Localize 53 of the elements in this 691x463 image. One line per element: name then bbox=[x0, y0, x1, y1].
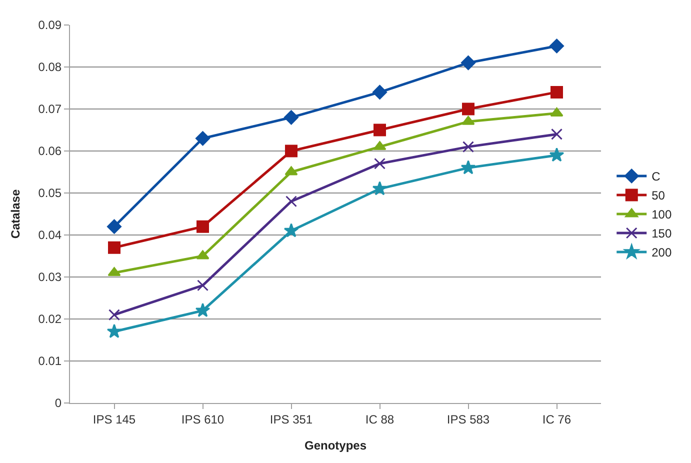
point bbox=[286, 196, 297, 208]
x-tick-label: IC 76 bbox=[542, 412, 572, 426]
point bbox=[108, 241, 120, 254]
y-tick-label: 0.04 bbox=[38, 228, 62, 242]
y-tick-label: 0.08 bbox=[38, 60, 62, 74]
point bbox=[461, 56, 476, 70]
legend-label: C bbox=[652, 170, 661, 184]
point bbox=[106, 324, 122, 338]
y-tick-label: 0.06 bbox=[38, 144, 62, 158]
point bbox=[372, 181, 388, 196]
point bbox=[374, 124, 386, 136]
point bbox=[549, 147, 564, 162]
point bbox=[550, 38, 564, 54]
y-tick-label: 0.05 bbox=[38, 186, 62, 200]
x-axis-title: Genotypes bbox=[304, 438, 367, 452]
point bbox=[462, 141, 474, 153]
point bbox=[462, 102, 474, 116]
y-tick-label: 0.03 bbox=[38, 270, 62, 284]
x-tick-label: IPS 610 bbox=[181, 412, 224, 426]
point bbox=[196, 131, 210, 146]
point bbox=[373, 141, 386, 150]
point bbox=[284, 223, 299, 238]
legend-label: 150 bbox=[652, 226, 672, 241]
y-tick-label: 0.09 bbox=[38, 18, 62, 32]
point bbox=[550, 86, 563, 98]
legend-label: 50 bbox=[652, 188, 666, 203]
point bbox=[374, 158, 386, 170]
point bbox=[460, 160, 476, 174]
y-axis-title: Catalase bbox=[8, 188, 23, 239]
y-tick-label: 0.07 bbox=[38, 102, 62, 116]
point bbox=[196, 250, 210, 260]
y-tick-label: 0.02 bbox=[38, 312, 62, 326]
point bbox=[284, 166, 298, 176]
point bbox=[196, 220, 209, 233]
point bbox=[107, 219, 122, 234]
point bbox=[108, 267, 121, 276]
legend-label: 200 bbox=[652, 246, 672, 260]
point bbox=[195, 302, 210, 318]
point bbox=[372, 84, 387, 100]
y-tick-label: 0 bbox=[54, 396, 62, 410]
point bbox=[197, 280, 208, 292]
x-tick-label: IPS 583 bbox=[446, 412, 490, 426]
point bbox=[108, 309, 120, 321]
x-tick-label: IPS 351 bbox=[270, 412, 313, 426]
point bbox=[551, 128, 562, 140]
x-tick-label: IC 88 bbox=[365, 412, 394, 426]
legend-label: 100 bbox=[652, 208, 672, 222]
point bbox=[284, 110, 298, 125]
point bbox=[285, 144, 298, 158]
point bbox=[550, 107, 564, 116]
y-tick-label: 0.01 bbox=[38, 354, 62, 368]
x-tick-label: IPS 145 bbox=[92, 412, 136, 426]
point bbox=[462, 116, 475, 125]
